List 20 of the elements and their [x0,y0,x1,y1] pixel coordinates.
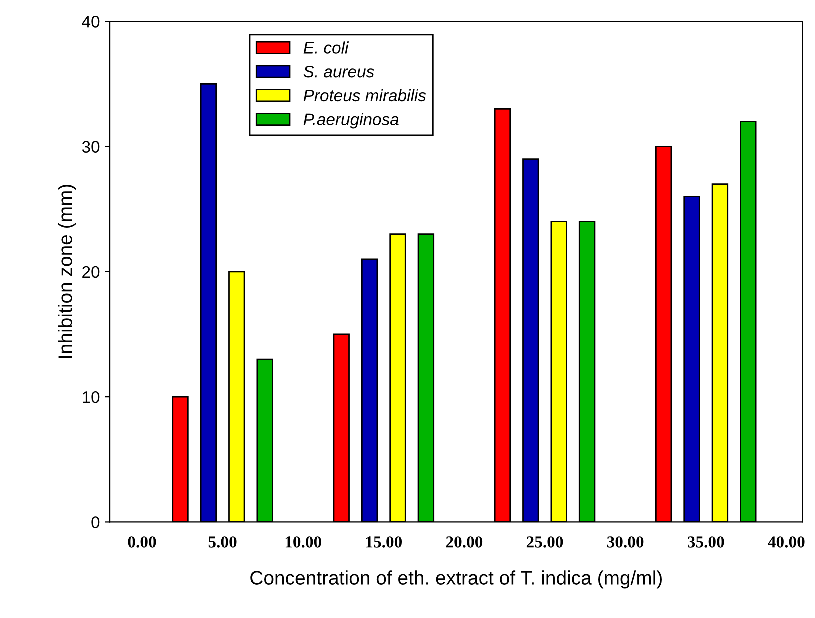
x-tick-label: 20.00 [446,536,483,548]
x-tick-label: 15.00 [366,536,402,548]
x-tick-label: 10.00 [286,536,322,548]
legend-label: P.aeruginosa [304,113,399,129]
x-tick-label: 0.00 [128,536,156,548]
legend-label: E. coli [304,42,350,54]
legend-label: Proteus mirabilis [304,89,426,102]
y-tick-label: 30 [82,141,100,153]
legend-label: S. aureus [304,66,374,78]
y-tick-label: 0 [92,516,100,528]
y-tick-label: 10 [83,391,100,404]
x-tick-label: 5.00 [208,536,237,548]
y-tick-label: 20 [82,266,100,278]
x-axis-title: Concentration of eth. extract of T. indica (mg/ml) [250,570,662,589]
y-tick-label: 40 [82,16,100,28]
x-tick-label: 35.00 [688,536,724,548]
x-tick-label: 25.00 [526,536,564,548]
y-axis-title: Inhibition zone (mm) [58,185,76,358]
x-tick-label: 30.00 [607,536,644,548]
x-tick-label: 40.00 [768,536,805,548]
